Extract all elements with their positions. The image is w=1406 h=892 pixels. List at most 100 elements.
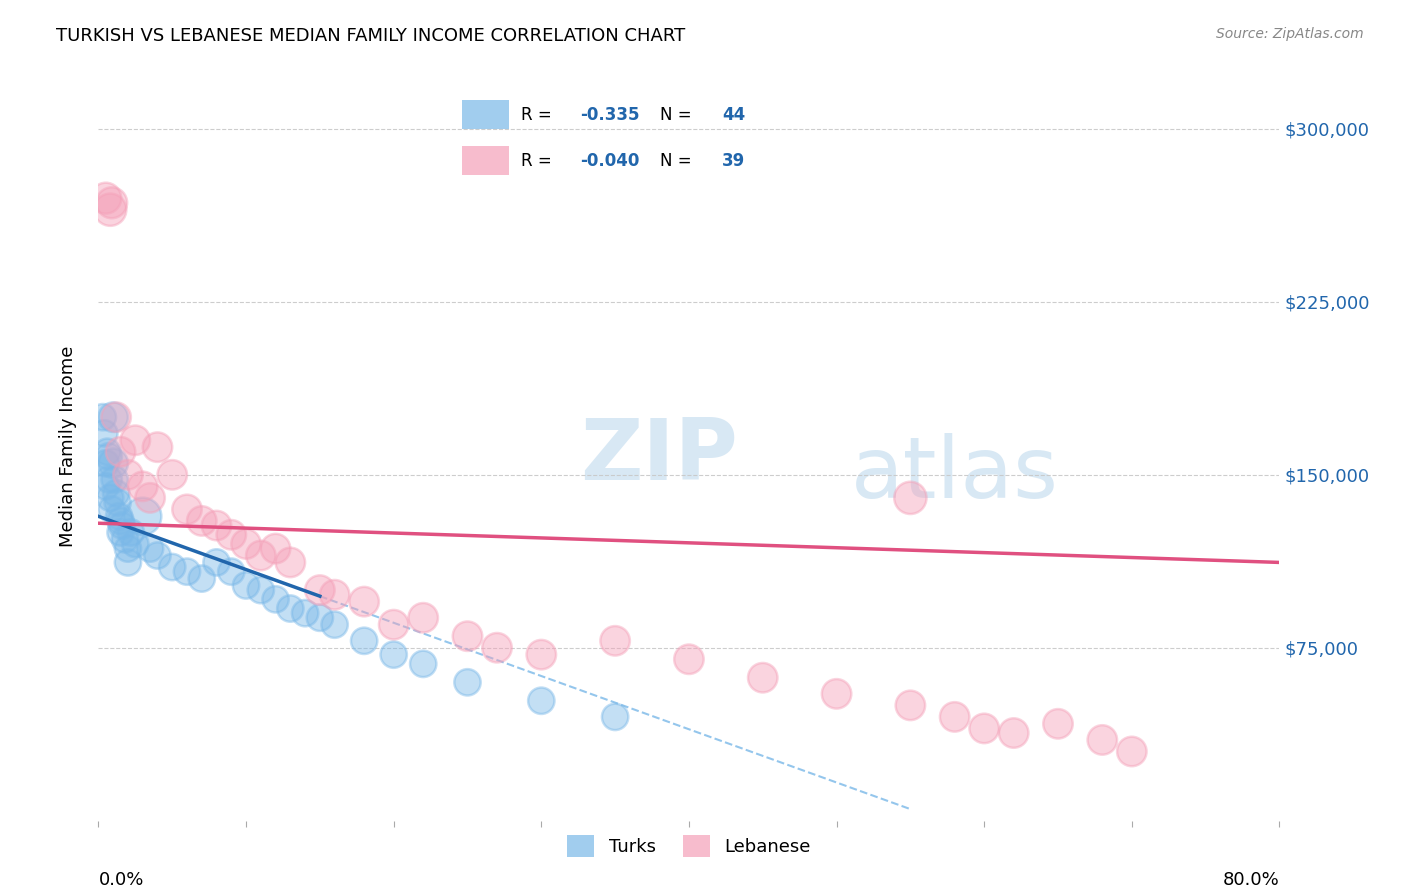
- Point: [280, 556, 302, 570]
- Point: [309, 583, 332, 598]
- Point: [114, 533, 136, 547]
- Point: [323, 617, 346, 632]
- Point: [108, 509, 131, 524]
- Point: [605, 710, 627, 724]
- Point: [382, 617, 405, 632]
- Point: [605, 633, 627, 648]
- Text: R =: R =: [522, 106, 557, 124]
- Point: [98, 202, 121, 217]
- Point: [94, 191, 117, 205]
- Point: [530, 694, 553, 708]
- Text: 0.0%: 0.0%: [98, 871, 143, 889]
- Legend: Turks, Lebanese: Turks, Lebanese: [560, 828, 818, 864]
- Point: [104, 472, 127, 486]
- Point: [353, 633, 375, 648]
- Text: -0.335: -0.335: [579, 106, 640, 124]
- Point: [146, 440, 169, 454]
- Point: [176, 565, 198, 579]
- Point: [100, 502, 122, 516]
- Point: [264, 541, 287, 556]
- Point: [120, 525, 142, 540]
- Point: [900, 698, 922, 713]
- Point: [900, 491, 922, 505]
- Point: [191, 514, 214, 528]
- Point: [146, 549, 169, 563]
- Point: [98, 491, 121, 505]
- Bar: [463, 146, 509, 176]
- Point: [105, 486, 128, 500]
- Point: [103, 410, 125, 425]
- Point: [132, 509, 155, 524]
- Point: [117, 556, 139, 570]
- Text: Source: ZipAtlas.com: Source: ZipAtlas.com: [1216, 27, 1364, 41]
- Point: [1091, 733, 1114, 747]
- Point: [105, 410, 128, 425]
- Point: [117, 467, 139, 482]
- Point: [124, 537, 146, 551]
- Point: [205, 518, 228, 533]
- Point: [94, 479, 117, 493]
- Text: ZIP: ZIP: [581, 415, 738, 498]
- Point: [752, 671, 775, 685]
- Text: N =: N =: [661, 106, 697, 124]
- Point: [530, 648, 553, 662]
- Point: [94, 456, 117, 470]
- Point: [1047, 716, 1070, 731]
- Text: TURKISH VS LEBANESE MEDIAN FAMILY INCOME CORRELATION CHART: TURKISH VS LEBANESE MEDIAN FAMILY INCOME…: [56, 27, 686, 45]
- Point: [250, 583, 273, 598]
- Y-axis label: Median Family Income: Median Family Income: [59, 345, 77, 547]
- Point: [205, 556, 228, 570]
- Point: [132, 479, 155, 493]
- Point: [457, 629, 479, 643]
- Point: [309, 611, 332, 625]
- Point: [111, 518, 134, 533]
- Point: [678, 652, 700, 666]
- Text: 80.0%: 80.0%: [1223, 871, 1279, 889]
- Text: 44: 44: [723, 106, 745, 124]
- Point: [110, 444, 132, 458]
- Point: [221, 528, 243, 542]
- Point: [96, 444, 118, 458]
- Point: [124, 434, 146, 448]
- Point: [264, 592, 287, 607]
- Point: [486, 640, 509, 655]
- Text: 39: 39: [723, 153, 745, 170]
- Point: [139, 491, 162, 505]
- Point: [221, 565, 243, 579]
- Text: N =: N =: [661, 153, 697, 170]
- Point: [176, 502, 198, 516]
- Point: [382, 648, 405, 662]
- Point: [825, 687, 848, 701]
- Point: [110, 525, 132, 540]
- Point: [412, 657, 434, 671]
- Point: [103, 456, 125, 470]
- Point: [353, 594, 375, 608]
- Point: [191, 572, 214, 586]
- Bar: [463, 100, 509, 129]
- Point: [162, 467, 183, 482]
- Point: [97, 450, 120, 464]
- Point: [412, 611, 434, 625]
- Point: [1002, 726, 1025, 740]
- Text: atlas: atlas: [851, 434, 1059, 516]
- Point: [110, 514, 132, 528]
- Point: [91, 410, 114, 425]
- Point: [973, 722, 995, 736]
- Point: [235, 537, 257, 551]
- Point: [93, 426, 115, 441]
- Point: [117, 541, 139, 556]
- Point: [943, 710, 966, 724]
- Point: [139, 541, 162, 556]
- Point: [100, 195, 122, 210]
- Point: [162, 560, 183, 574]
- Point: [235, 578, 257, 592]
- Text: R =: R =: [522, 153, 557, 170]
- Point: [97, 472, 120, 486]
- Point: [323, 588, 346, 602]
- Point: [1121, 744, 1143, 758]
- Point: [107, 495, 129, 509]
- Point: [280, 601, 302, 615]
- Point: [294, 606, 316, 620]
- Point: [250, 549, 273, 563]
- Point: [457, 675, 479, 690]
